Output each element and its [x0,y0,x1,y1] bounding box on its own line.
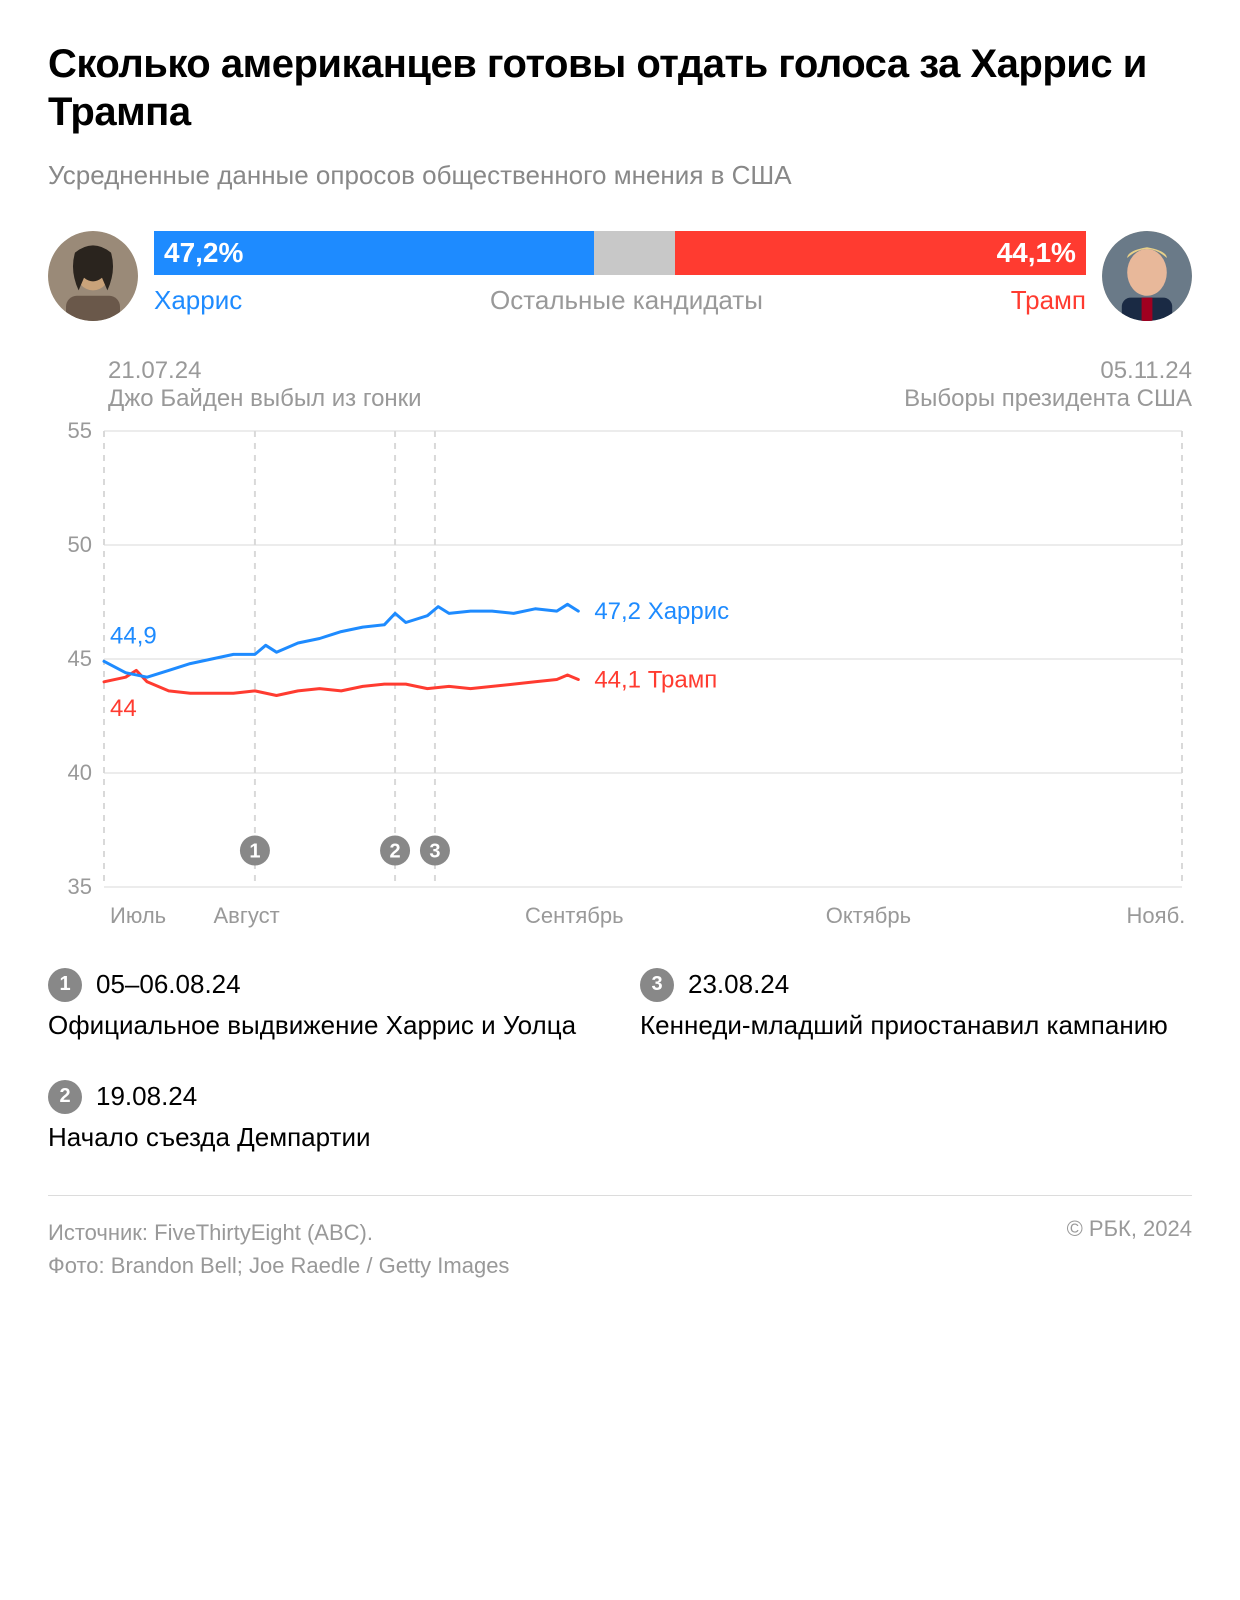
annot-left-date: 21.07.24 [108,357,422,385]
summary-bar: 47,2% 44,1% [154,231,1086,275]
svg-text:40: 40 [68,760,92,785]
svg-text:50: 50 [68,532,92,557]
svg-text:47,2 Харрис: 47,2 Харрис [594,598,729,625]
svg-text:3: 3 [429,841,440,863]
other-candidates-label: Остальные кандидаты [490,285,763,316]
event-badge: 1 [48,968,82,1002]
annot-right-date: 05.11.24 [904,357,1192,385]
svg-text:44,9: 44,9 [110,622,157,649]
svg-text:Сентябрь: Сентябрь [525,903,624,928]
svg-text:Июль: Июль [110,903,166,928]
line-chart: 21.07.24 Джо Байден выбыл из гонки 05.11… [48,357,1192,937]
harris-name-label: Харрис [154,285,242,316]
svg-text:Октябрь: Октябрь [826,903,911,928]
trump-name-label: Трамп [1011,285,1086,316]
annot-right-label: Выборы президента США [904,385,1192,413]
chart-svg: 35 40 45 50 55 Июль Август Сентябрь Октябрь Нояб.… [48,417,1192,937]
chart-footer: Источник: FiveThirtyEight (ABC). Фото: B… [48,1195,1192,1282]
harris-avatar [48,231,138,321]
chart-title: Сколько американцев готовы отдать голоса… [48,40,1192,136]
svg-text:1: 1 [249,841,260,863]
svg-text:Август: Август [213,903,279,928]
event-description: Кеннеди-младший приостанавил кампанию [640,1008,1192,1043]
annot-left-label: Джо Байден выбыл из гонки [108,385,422,413]
svg-text:55: 55 [68,418,92,443]
svg-text:2: 2 [389,841,400,863]
event-date: 05–06.08.24 [96,967,241,1002]
svg-text:35: 35 [68,874,92,899]
svg-text:45: 45 [68,646,92,671]
event-description: Официальное выдвижение Харрис и Уолца [48,1008,600,1043]
svg-text:44: 44 [110,695,137,722]
summary-bar-row: 47,2% 44,1% Харрис Остальные кандидаты Тр… [48,231,1192,321]
event-badge: 3 [640,968,674,1002]
chart-subtitle: Усредненные данные опросов общественного… [48,160,1192,191]
event-date: 19.08.24 [96,1079,197,1114]
summary-bar-segment: 44,1% [675,231,1086,275]
event-description: Начало съезда Демпартии [48,1120,600,1155]
svg-text:Нояб.: Нояб. [1127,903,1186,928]
photo-credit-line: Фото: Brandon Bell; Joe Raedle / Getty I… [48,1249,509,1282]
events-legend: 1 05–06.08.24 Официальное выдвижение Хар… [48,967,1192,1195]
event-badge: 2 [48,1080,82,1114]
event-item: 1 05–06.08.24 Официальное выдвижение Хар… [48,967,600,1043]
copyright: © РБК, 2024 [1067,1216,1192,1282]
trump-avatar [1102,231,1192,321]
event-item: 2 19.08.24 Начало съезда Демпартии [48,1079,600,1155]
summary-bar-segment [594,231,675,275]
event-item: 3 23.08.24 Кеннеди-младший приостанавил … [640,967,1192,1043]
source-line: Источник: FiveThirtyEight (ABC). [48,1216,509,1249]
event-date: 23.08.24 [688,967,789,1002]
svg-text:44,1 Трамп: 44,1 Трамп [594,667,717,694]
summary-bar-segment: 47,2% [154,231,594,275]
